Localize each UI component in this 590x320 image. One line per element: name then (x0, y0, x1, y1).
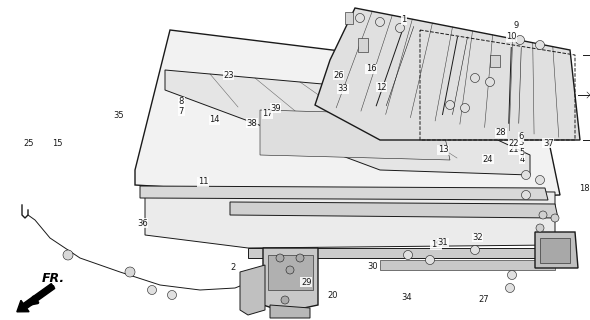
Polygon shape (268, 255, 313, 290)
Text: 7: 7 (179, 107, 184, 116)
Text: 27: 27 (478, 295, 489, 304)
Circle shape (276, 254, 284, 262)
Text: 22: 22 (509, 140, 519, 148)
Text: 26: 26 (333, 71, 344, 80)
Circle shape (356, 13, 365, 22)
Text: 23: 23 (223, 71, 234, 80)
Text: 31: 31 (438, 238, 448, 247)
Circle shape (470, 245, 480, 254)
Circle shape (395, 23, 405, 33)
Circle shape (404, 251, 412, 260)
Circle shape (516, 36, 525, 44)
Text: 19: 19 (431, 240, 441, 249)
Circle shape (445, 100, 454, 109)
Polygon shape (165, 70, 530, 175)
Circle shape (470, 74, 480, 83)
Polygon shape (260, 110, 450, 160)
Polygon shape (140, 186, 548, 200)
Polygon shape (270, 305, 310, 318)
Text: 15: 15 (52, 139, 63, 148)
Text: 5: 5 (519, 148, 525, 157)
Text: 9: 9 (513, 21, 519, 30)
Text: 29: 29 (301, 278, 312, 287)
Circle shape (486, 77, 494, 86)
Bar (345, 12, 353, 24)
Text: 4: 4 (519, 155, 525, 164)
Text: 34: 34 (401, 293, 412, 302)
Text: 35: 35 (113, 111, 124, 120)
Polygon shape (380, 260, 555, 270)
Circle shape (296, 254, 304, 262)
Circle shape (551, 214, 559, 222)
FancyArrow shape (17, 284, 55, 312)
Circle shape (522, 171, 530, 180)
Polygon shape (315, 8, 580, 140)
Circle shape (539, 211, 547, 219)
Text: 25: 25 (24, 139, 34, 148)
Circle shape (461, 103, 470, 113)
Circle shape (375, 18, 385, 27)
Polygon shape (230, 202, 558, 218)
Bar (490, 55, 500, 67)
Text: 20: 20 (327, 291, 338, 300)
Text: 32: 32 (472, 233, 483, 242)
Text: 2: 2 (230, 263, 235, 272)
Text: 8: 8 (179, 97, 184, 106)
Text: 33: 33 (337, 84, 348, 93)
Circle shape (168, 291, 176, 300)
Circle shape (63, 250, 73, 260)
Circle shape (536, 224, 544, 232)
Circle shape (148, 285, 156, 294)
Circle shape (522, 190, 530, 199)
Text: 24: 24 (483, 155, 493, 164)
Circle shape (125, 267, 135, 277)
Text: 39: 39 (270, 104, 281, 113)
Text: 6: 6 (518, 132, 523, 141)
Bar (540, 238, 570, 263)
Text: FR.: FR. (42, 272, 65, 285)
Text: 37: 37 (543, 139, 553, 148)
Circle shape (281, 296, 289, 304)
Text: 28: 28 (496, 128, 506, 137)
Text: 36: 36 (137, 219, 148, 228)
Bar (358, 38, 368, 52)
Circle shape (536, 41, 545, 50)
Circle shape (536, 175, 545, 185)
Circle shape (425, 255, 434, 265)
Polygon shape (135, 30, 560, 200)
Polygon shape (240, 265, 265, 315)
Circle shape (506, 284, 514, 292)
Polygon shape (263, 248, 318, 312)
Text: 21: 21 (509, 145, 519, 154)
Text: 12: 12 (376, 83, 387, 92)
Text: 14: 14 (209, 116, 220, 124)
Polygon shape (145, 188, 555, 248)
Text: 10: 10 (506, 32, 517, 41)
Text: 1: 1 (401, 15, 407, 24)
Text: 3: 3 (518, 138, 523, 147)
Text: 17: 17 (262, 109, 273, 118)
Polygon shape (248, 248, 558, 258)
Circle shape (507, 270, 516, 279)
Circle shape (286, 266, 294, 274)
Text: 38: 38 (247, 119, 257, 128)
Text: 18: 18 (579, 184, 590, 193)
Text: 16: 16 (366, 64, 376, 73)
Polygon shape (535, 232, 578, 268)
Text: 30: 30 (367, 262, 378, 271)
Text: 11: 11 (198, 177, 208, 186)
Text: 13: 13 (438, 145, 448, 154)
